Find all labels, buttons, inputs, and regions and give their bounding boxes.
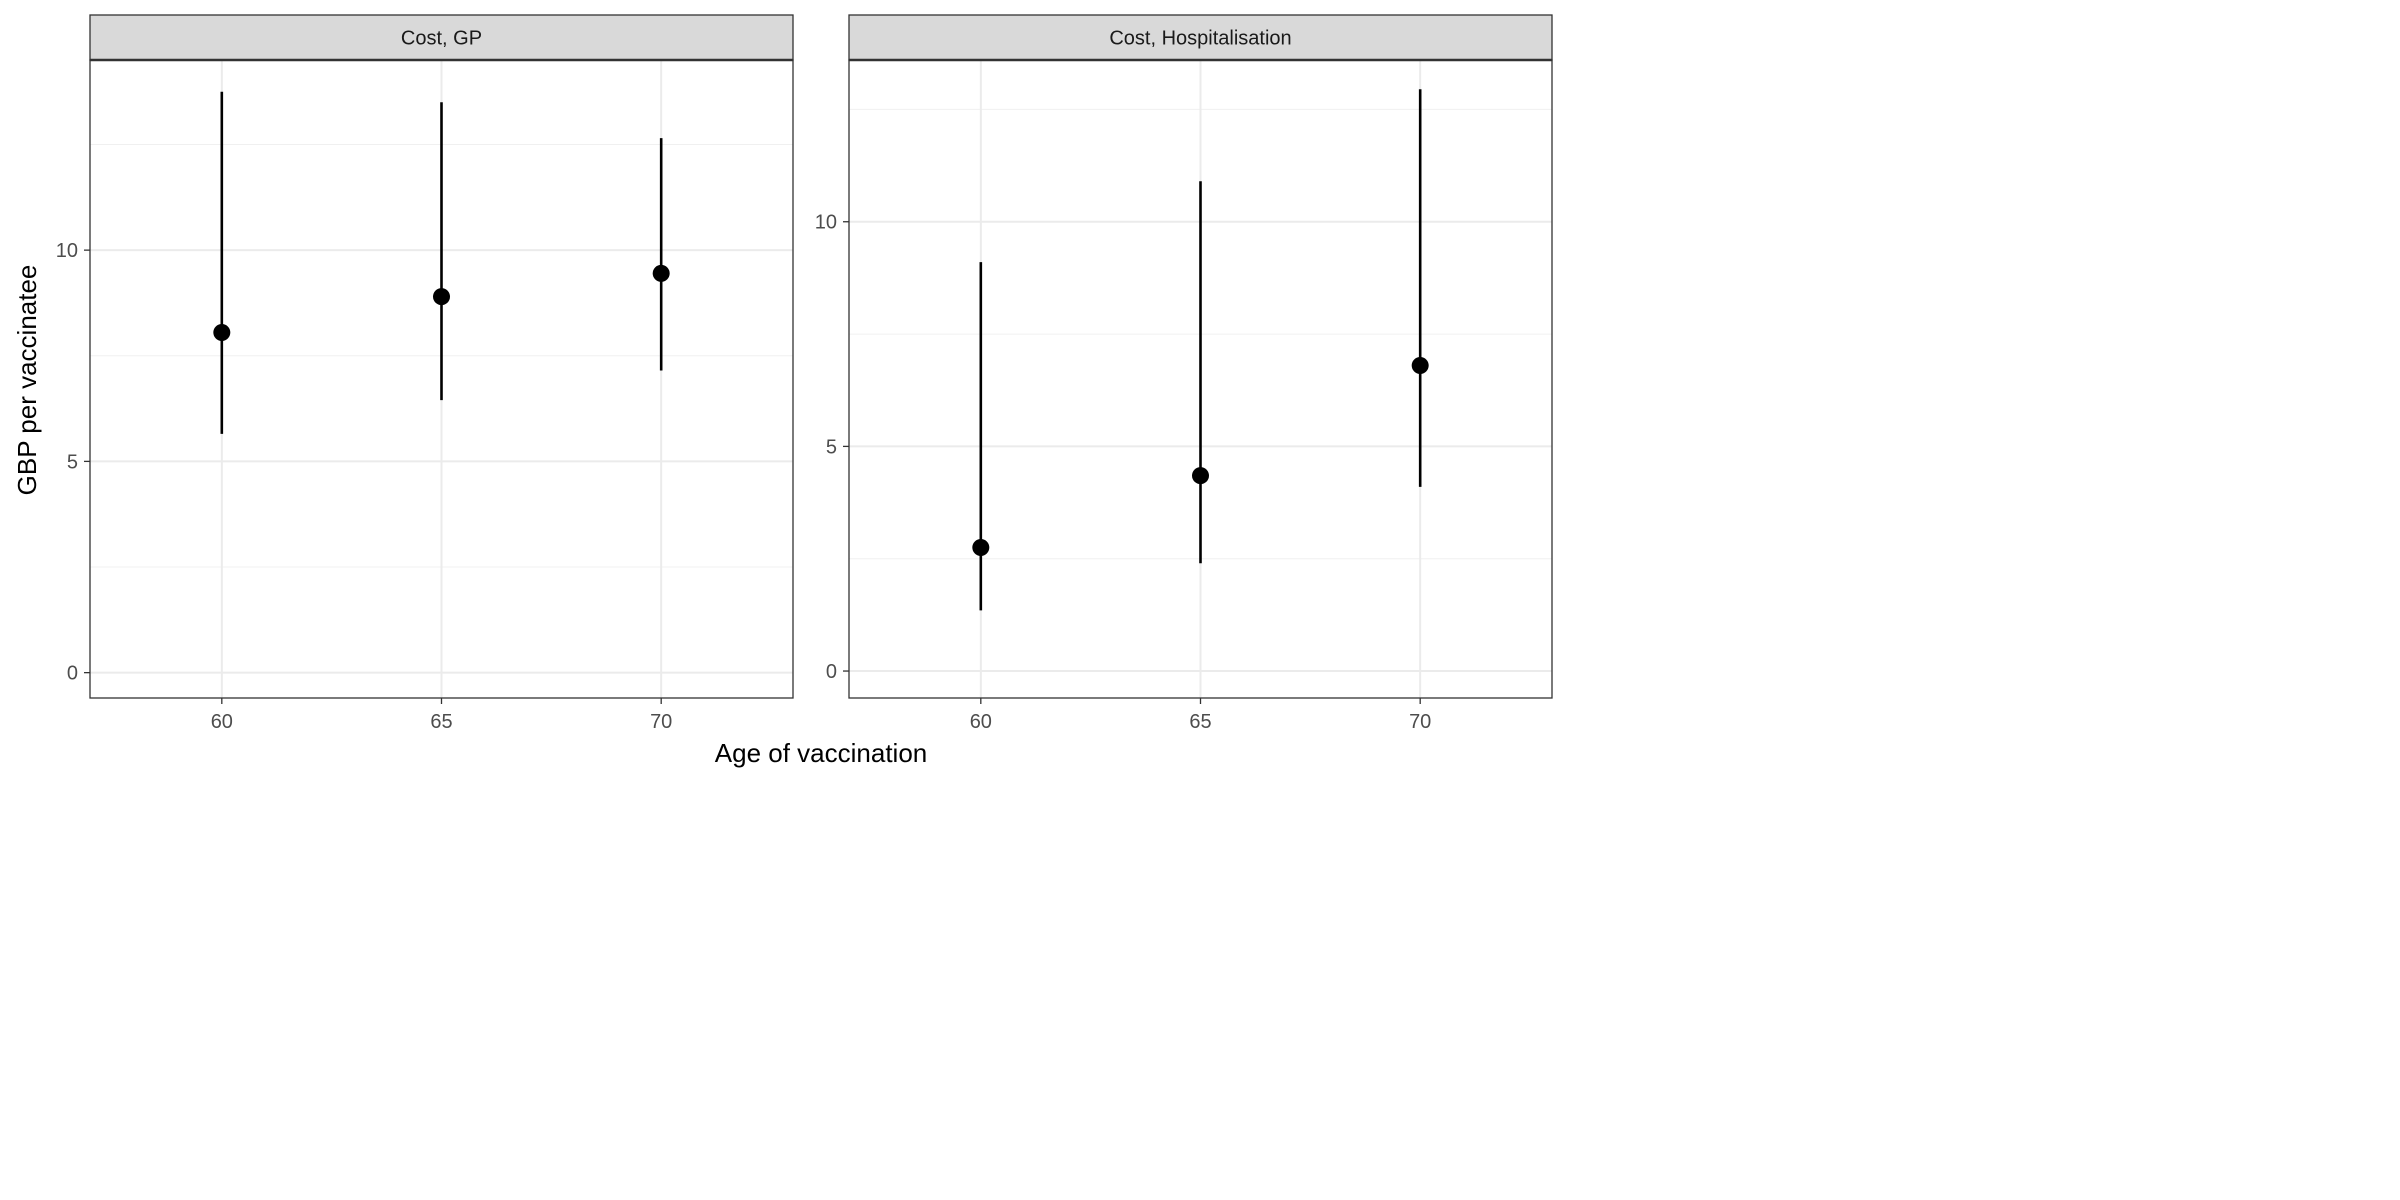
data-point [1411, 357, 1429, 375]
facet-label: Cost, GP [401, 28, 482, 50]
x-tick-label: 60 [970, 711, 992, 733]
y-tick-label: 0 [67, 663, 78, 685]
y-axis-title: GBP per vaccinatee [12, 265, 42, 496]
data-point [433, 288, 450, 306]
x-tick-label: 65 [1189, 711, 1211, 733]
facet-strip [848, 14, 1553, 61]
panel-1: Cost, GP 0 5 10 60 65 70 [56, 14, 794, 733]
data-point [213, 324, 231, 342]
data-point [972, 538, 990, 556]
y-tick-label: 10 [815, 212, 837, 234]
panel-2: Cost, Hospitalisation 0 5 10 60 65 70 [815, 14, 1553, 733]
x-axis-title: Age of vaccination [715, 738, 927, 768]
data-point [652, 264, 670, 282]
x-tick-label: 70 [650, 711, 672, 733]
y-tick-label: 5 [826, 436, 837, 458]
y-tick-label: 10 [56, 240, 78, 262]
x-tick-label: 65 [430, 711, 452, 733]
y-tick-label: 5 [67, 451, 78, 473]
y-tick-label: 0 [826, 661, 837, 683]
x-tick-label: 60 [211, 711, 233, 733]
facet-label: Cost, Hospitalisation [1109, 28, 1291, 50]
data-point [1192, 467, 1209, 485]
chart: Cost, GP 0 5 10 60 65 70 Cost, Hospitalisation 0… [0, 0, 1568, 784]
x-tick-label: 70 [1409, 711, 1431, 733]
facet-strip [89, 14, 794, 61]
